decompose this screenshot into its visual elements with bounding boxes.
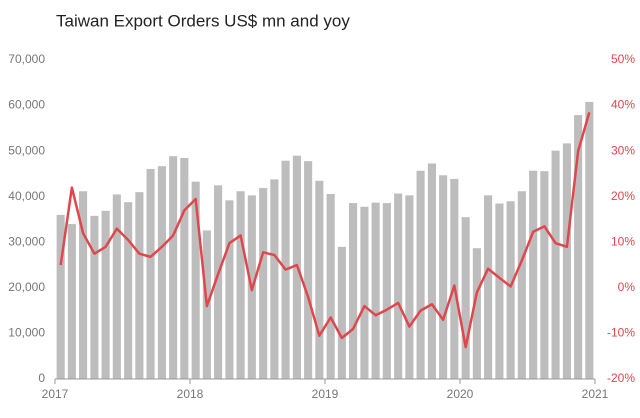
bar [56,214,65,379]
bar [472,248,481,379]
bar [450,178,459,379]
y2-tick-label: 40% [611,98,635,112]
x-tick-label: 2018 [177,387,204,401]
y-tick-label: 10,000 [8,326,45,340]
line [59,112,591,349]
bar [439,175,448,379]
bar [326,193,335,379]
x-tick-label: 2017 [42,387,69,401]
bar [79,191,88,379]
bar [495,203,504,379]
bar [236,191,245,379]
x-tick-label: 2019 [312,387,339,401]
bar [551,150,560,379]
x-tick-label: 2021 [582,387,609,401]
y2-tick-label: 20% [611,189,635,203]
bar [124,202,133,379]
bar [360,206,369,379]
bar [349,203,358,379]
bar [225,200,234,379]
y-tick-label: 60,000 [8,98,45,112]
bar [461,217,470,379]
bar [157,166,166,379]
bar [315,180,324,379]
y-tick-label: 20,000 [8,280,45,294]
bar [405,195,414,379]
bar [382,203,391,379]
y-tick-label: 70,000 [8,52,45,66]
bar [371,202,380,379]
bar [304,161,313,379]
bar [101,210,110,379]
bar [146,168,155,379]
bar [270,179,279,379]
y2-tick-label: -10% [607,326,635,340]
y2-tick-label: 10% [611,234,635,248]
y-tick-label: 40,000 [8,189,45,203]
chart-title: Taiwan Export Orders US$ mn and yoy [56,11,350,30]
y2-tick-label: 30% [611,143,635,157]
bar [585,101,594,379]
bar [540,171,549,379]
bar [67,224,76,379]
bar [394,193,403,379]
y-tick-label: 0 [38,371,45,385]
bar [90,215,99,379]
bar [517,191,526,379]
bar [169,156,178,379]
x-tick-label: 2020 [447,387,474,401]
bar [427,163,436,379]
bar [484,195,493,379]
bar [529,170,538,379]
y2-tick-label: 50% [611,52,635,66]
bar [562,143,571,379]
y2-tick-label: 0% [618,280,636,294]
y-tick-label: 50,000 [8,143,45,157]
bar [337,246,346,379]
bar [180,157,189,379]
bar [259,188,268,379]
bar [574,115,583,380]
bar [135,192,144,379]
bar [214,185,223,379]
bar [506,201,515,379]
bar [416,170,425,379]
bar [191,181,200,379]
y2-tick-label: -20% [607,371,635,385]
bar [112,194,121,379]
y-tick-label: 30,000 [8,234,45,248]
